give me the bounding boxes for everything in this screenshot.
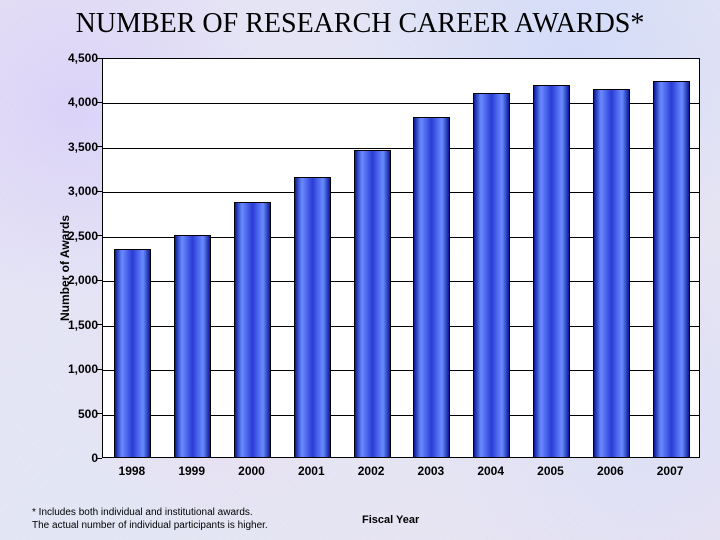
footnote-line-2: The actual number of individual particip… [32, 520, 268, 533]
bar [533, 85, 570, 457]
y-tick-mark [97, 102, 102, 103]
y-tick-mark [97, 191, 102, 192]
bar [473, 93, 510, 457]
bar [354, 150, 391, 457]
x-tick-label: 2001 [298, 464, 325, 478]
y-tick-label: 1,000 [58, 362, 98, 376]
y-tick-label: 1,500 [58, 318, 98, 332]
y-tick-label: 2,000 [58, 273, 98, 287]
y-tick-mark [97, 146, 102, 147]
footnote: * Includes both individual and instituti… [32, 507, 268, 532]
bar [593, 89, 630, 457]
bar [294, 177, 331, 457]
bar [413, 117, 450, 457]
x-tick-label: 2006 [597, 464, 624, 478]
x-tick-label: 2007 [657, 464, 684, 478]
footnote-line-1: * Includes both individual and instituti… [32, 507, 268, 520]
bar [174, 235, 211, 457]
y-tick-mark [97, 324, 102, 325]
y-tick-label: 0 [58, 451, 98, 465]
x-tick-label: 2004 [477, 464, 504, 478]
x-axis-label: Fiscal Year [362, 514, 419, 526]
y-tick-label: 500 [58, 407, 98, 421]
chart-container: Number of Awards 05001,0001,5002,0002,50… [60, 58, 700, 478]
x-tick-label: 2005 [537, 464, 564, 478]
bar [653, 81, 690, 457]
plot-area [102, 58, 700, 458]
y-tick-mark [97, 458, 102, 459]
bar [234, 202, 271, 457]
x-tick-label: 2000 [238, 464, 265, 478]
x-tick-label: 2002 [358, 464, 385, 478]
y-tick-mark [97, 58, 102, 59]
y-tick-mark [97, 369, 102, 370]
y-tick-label: 4,000 [58, 95, 98, 109]
y-tick-label: 2,500 [58, 229, 98, 243]
y-tick-label: 3,000 [58, 184, 98, 198]
y-tick-label: 4,500 [58, 51, 98, 65]
chart-title: NUMBER OF RESEARCH CAREER AWARDS* [0, 8, 720, 40]
y-tick-mark [97, 280, 102, 281]
y-tick-mark [97, 235, 102, 236]
y-tick-label: 3,500 [58, 140, 98, 154]
x-tick-label: 1999 [178, 464, 205, 478]
x-tick-label: 2003 [418, 464, 445, 478]
x-tick-label: 1998 [119, 464, 146, 478]
bar [114, 249, 151, 457]
y-tick-mark [97, 413, 102, 414]
